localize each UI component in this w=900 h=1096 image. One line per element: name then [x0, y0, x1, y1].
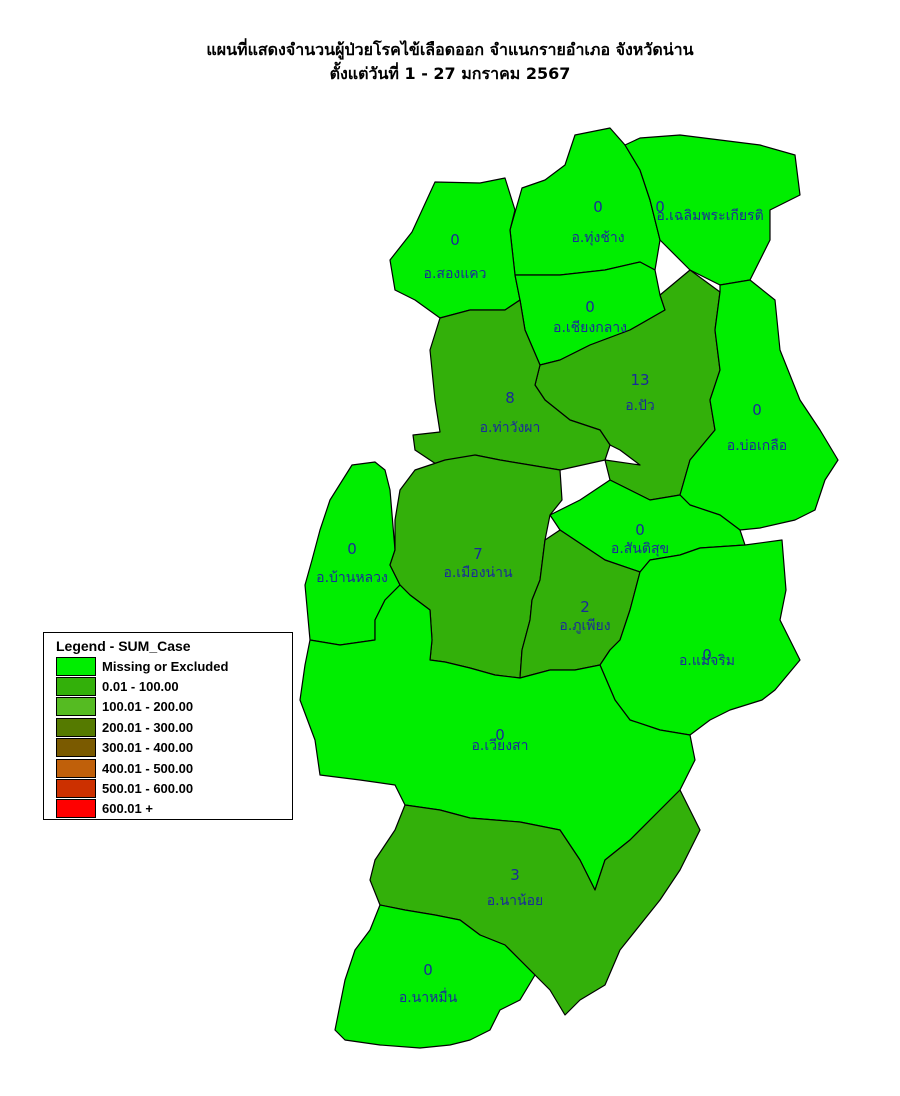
legend-swatch [56, 738, 96, 758]
legend-label: 0.01 - 100.00 [102, 679, 179, 695]
legend-swatch [56, 779, 96, 799]
district-count-tung-chang: 0 [593, 198, 603, 216]
legend-title: Legend - SUM_Case [56, 638, 191, 654]
district-count-wiang-sa: 0 [495, 726, 505, 744]
map-subtitle-dates: ตั้งแต่วันที่ 1 - 27 มกราคม 2567 [329, 64, 571, 83]
district-count-ban-luang: 0 [347, 540, 357, 558]
legend-item: 200.01 - 300.00 [56, 717, 292, 737]
district-name-chaloem: อ.เฉลิมพระเกียรติ [656, 208, 763, 224]
district-wiang-sa[interactable] [299, 584, 696, 891]
district-mae-charim[interactable] [599, 539, 801, 736]
district-name-mueang-nan: อ.เมืองน่าน [443, 565, 513, 581]
map-title: แผนที่แสดงจำนวนผู้ป่วยโรคไข้เลือดออก จำแ… [206, 40, 694, 59]
district-count-song-khwae: 0 [450, 231, 460, 249]
district-name-santi-suk: อ.สันติสุข [611, 541, 669, 557]
district-count-santi-suk: 0 [635, 521, 645, 539]
district-count-na-muen: 0 [423, 961, 433, 979]
district-name-mae-charim: อ.แม่จริม [679, 653, 735, 669]
legend-swatch [56, 799, 96, 819]
district-bo-kluea[interactable] [679, 279, 839, 531]
district-count-mueang-nan: 7 [473, 545, 483, 563]
legend-item: 0.01 - 100.00 [56, 676, 292, 697]
district-count-bo-kluea: 0 [752, 401, 762, 419]
legend-item: Missing or Excluded [56, 656, 292, 676]
legend-swatch [56, 758, 96, 778]
legend-item: 100.01 - 200.00 [56, 697, 292, 717]
legend-swatch [56, 717, 96, 737]
legend-swatch [56, 656, 96, 676]
district-name-song-khwae: อ.สองแคว [424, 266, 487, 282]
legend-label: Missing or Excluded [102, 658, 229, 674]
district-count-tha-wang-pha: 8 [505, 389, 515, 407]
district-count-pua: 13 [630, 371, 649, 389]
district-name-phu-phiang: อ.ภูเพียง [559, 618, 610, 634]
legend-swatch [56, 697, 96, 717]
legend-label: 100.01 - 200.00 [102, 699, 194, 715]
legend-item: 600.01 + [56, 799, 292, 819]
legend-label: 300.01 - 400.00 [102, 740, 194, 756]
district-count-mae-charim: 0 [702, 646, 712, 664]
district-name-chiang-klang: อ.เชียงกลาง [553, 320, 627, 336]
legend-swatch [56, 677, 96, 697]
district-name-bo-kluea: อ.บ่อเกลือ [727, 438, 787, 454]
district-name-ban-luang: อ.บ้านหลวง [316, 570, 388, 586]
district-name-na-muen: อ.นาหมื่น [399, 988, 458, 1006]
district-tha-wang-pha[interactable] [412, 299, 611, 471]
district-count-chiang-klang: 0 [585, 298, 595, 316]
legend-item: 300.01 - 400.00 [56, 738, 292, 758]
district-name-tung-chang: อ.ทุ่งช้าง [571, 230, 624, 246]
district-na-muen[interactable] [334, 904, 536, 1049]
legend-item: 500.01 - 600.00 [56, 778, 292, 799]
district-chaloem[interactable] [624, 134, 801, 286]
district-count-chaloem: 0 [655, 198, 665, 216]
district-count-na-noi: 3 [510, 866, 520, 884]
legend-label: 500.01 - 600.00 [102, 781, 194, 797]
legend-label: 600.01 + [102, 801, 153, 817]
district-name-na-noi: อ.นาน้อย [487, 893, 543, 909]
district-name-tha-wang-pha: อ.ท่าวังผา [480, 420, 541, 436]
legend: Legend - SUM_Case Missing or Excluded 0.0… [43, 632, 293, 820]
district-count-phu-phiang: 2 [580, 598, 590, 616]
legend-label: 200.01 - 300.00 [102, 719, 194, 735]
district-name-wiang-sa: อ.เวียงสา [472, 738, 529, 754]
legend-label: 400.01 - 500.00 [102, 760, 194, 776]
legend-item: 400.01 - 500.00 [56, 758, 292, 778]
district-name-pua: อ.ปัว [625, 398, 655, 414]
